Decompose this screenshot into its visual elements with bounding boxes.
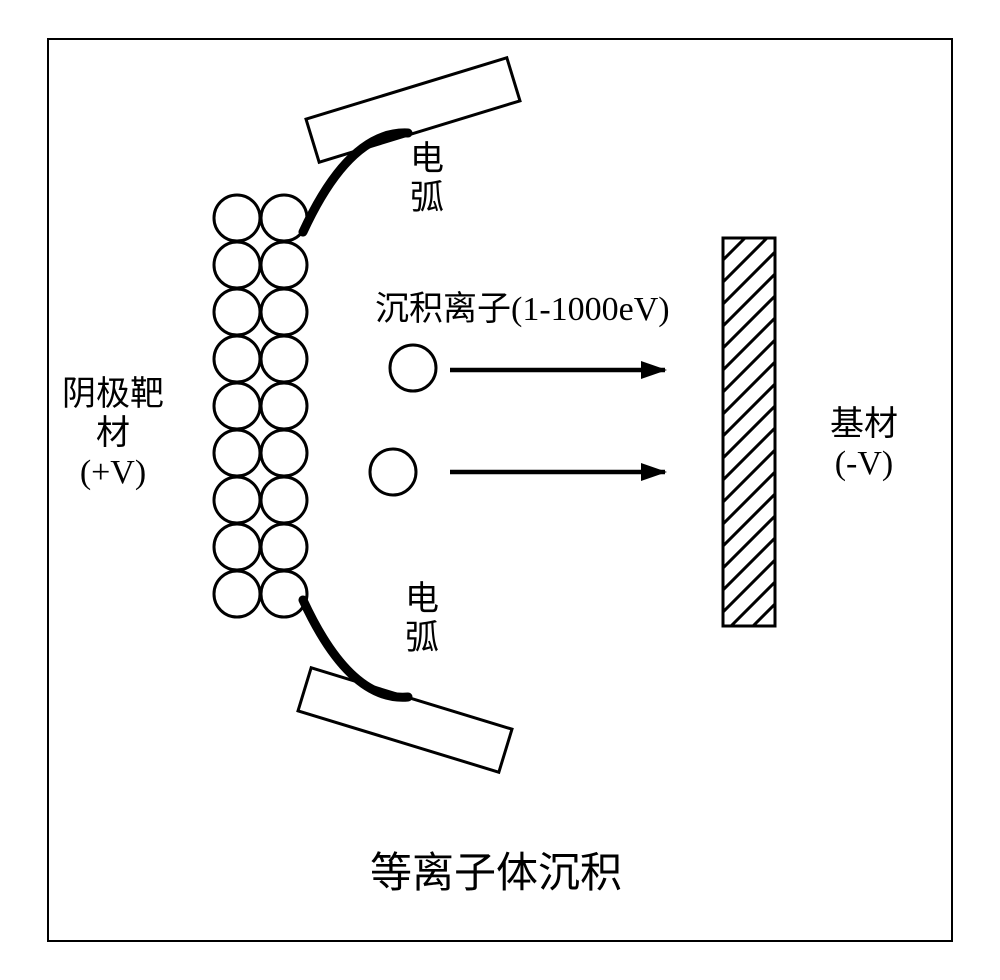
diagram-stage: 阴极靶 材 (+V) 电 弧 电 弧 沉积离子(1-1000eV) 基材 (-V… (0, 0, 1000, 980)
arc-bottom-label-line2: 弧 (405, 619, 439, 658)
arc-top-label-line1: 电 (410, 140, 444, 179)
outer-frame (47, 38, 953, 942)
substrate-label: 基材 (-V) (830, 405, 898, 483)
arc-top-label-line2: 弧 (410, 179, 444, 218)
cathode-label-line1: 阴极靶 (62, 375, 164, 414)
arc-top-label: 电 弧 (410, 140, 444, 218)
substrate-label-line1: 基材 (830, 405, 898, 444)
diagram-title: 等离子体沉积 (370, 850, 622, 898)
cathode-label-line3: (+V) (80, 453, 146, 492)
ions-label: 沉积离子(1-1000eV) (375, 290, 670, 329)
arc-bottom-label: 电 弧 (405, 580, 439, 658)
arc-bottom-label-line1: 电 (405, 580, 439, 619)
cathode-label: 阴极靶 材 (+V) (62, 375, 164, 492)
substrate-label-line2: (-V) (835, 444, 894, 483)
cathode-label-line2: 材 (96, 414, 130, 453)
